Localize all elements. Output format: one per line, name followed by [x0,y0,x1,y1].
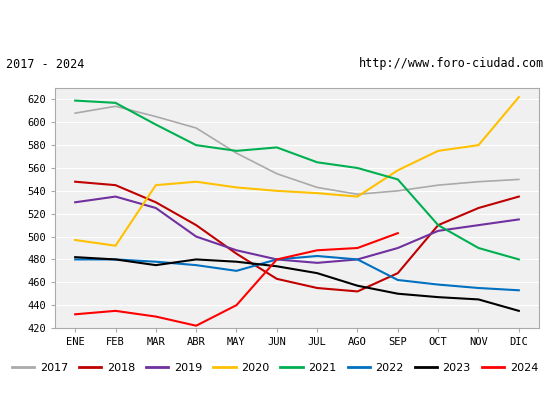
Text: 2017 - 2024: 2017 - 2024 [6,58,84,70]
Text: Evolucion del paro registrado en Lorquí: Evolucion del paro registrado en Lorquí [97,14,453,30]
Legend: 2017, 2018, 2019, 2020, 2021, 2022, 2023, 2024: 2017, 2018, 2019, 2020, 2021, 2022, 2023… [8,358,542,378]
Text: http://www.foro-ciudad.com: http://www.foro-ciudad.com [359,58,544,70]
